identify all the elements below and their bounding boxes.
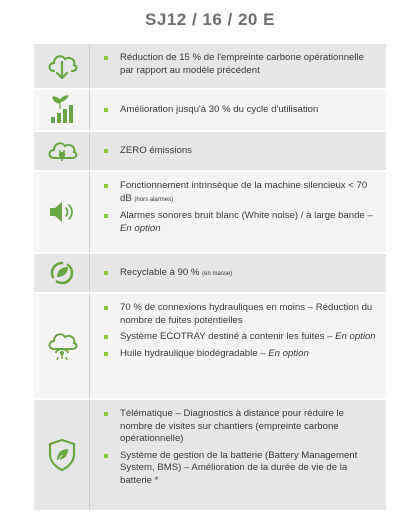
bullet-item: 70 % de connexions hydrauliques en moins…	[104, 302, 378, 327]
icon-cell	[34, 254, 90, 292]
feature-text: ZERO émissions	[90, 132, 386, 170]
feature-row-cycle: Amélioration jusqu'à 30 % du cycle d'uti…	[34, 90, 386, 132]
bullet-item: Système de gestion de la batterie (Batte…	[104, 450, 378, 488]
shield-leaf-icon	[47, 438, 77, 472]
recycle-leaf-icon	[49, 260, 75, 286]
icon-cell	[34, 44, 90, 88]
cloud-plug-icon	[45, 138, 79, 164]
feature-row-hydraulic: 70 % de connexions hydrauliques en moins…	[34, 294, 386, 400]
features-table: Réduction de 15 % de l'empreinte carbone…	[34, 44, 386, 512]
plant-growth-chart-icon	[47, 95, 77, 125]
feature-row-emissions: ZERO émissions	[34, 132, 386, 172]
cloud-hydraulic-icon	[45, 331, 79, 361]
icon-cell	[34, 400, 90, 510]
feature-text: 70 % de connexions hydrauliques en moins…	[90, 294, 386, 398]
bullet-item: Recyclable à 90 % (en masse)	[104, 267, 378, 281]
icon-cell	[34, 90, 90, 130]
bullet-item: Réduction de 15 % de l'empreinte carbone…	[104, 52, 378, 77]
page-title: SJ12 / 16 / 20 E	[145, 10, 275, 29]
feature-row-carbon: Réduction de 15 % de l'empreinte carbone…	[34, 44, 386, 90]
icon-cell	[34, 294, 90, 398]
feature-row-recycle: Recyclable à 90 % (en masse)	[34, 254, 386, 294]
speaker-icon	[47, 199, 77, 225]
bullet-item: Alarmes sonores bruit blanc (White noise…	[104, 210, 378, 235]
feature-text: Télématique – Diagnostics à distance pou…	[90, 400, 386, 510]
cloud-arrow-down-icon	[45, 51, 79, 81]
bullet-item: Télématique – Diagnostics à distance pou…	[104, 408, 378, 446]
feature-text: Réduction de 15 % de l'empreinte carbone…	[90, 44, 386, 88]
feature-text: Recyclable à 90 % (en masse)	[90, 254, 386, 292]
feature-row-noise: Fonctionnement intrinsèque de la machine…	[34, 172, 386, 254]
icon-cell	[34, 132, 90, 170]
icon-cell	[34, 172, 90, 252]
bullet-item: Fonctionnement intrinsèque de la machine…	[104, 180, 378, 206]
bullet-item: ZERO émissions	[104, 145, 378, 158]
bullet-item: Système ECOTRAY destiné à contenir les f…	[104, 331, 378, 344]
bullet-item: Amélioration jusqu'à 30 % du cycle d'uti…	[104, 104, 378, 117]
bullet-item: Huile hydraulique biodégradable – En opt…	[104, 348, 378, 361]
feature-text: Fonctionnement intrinsèque de la machine…	[90, 172, 386, 252]
feature-row-telematics: Télématique – Diagnostics à distance pou…	[34, 400, 386, 512]
feature-text: Amélioration jusqu'à 30 % du cycle d'uti…	[90, 90, 386, 130]
